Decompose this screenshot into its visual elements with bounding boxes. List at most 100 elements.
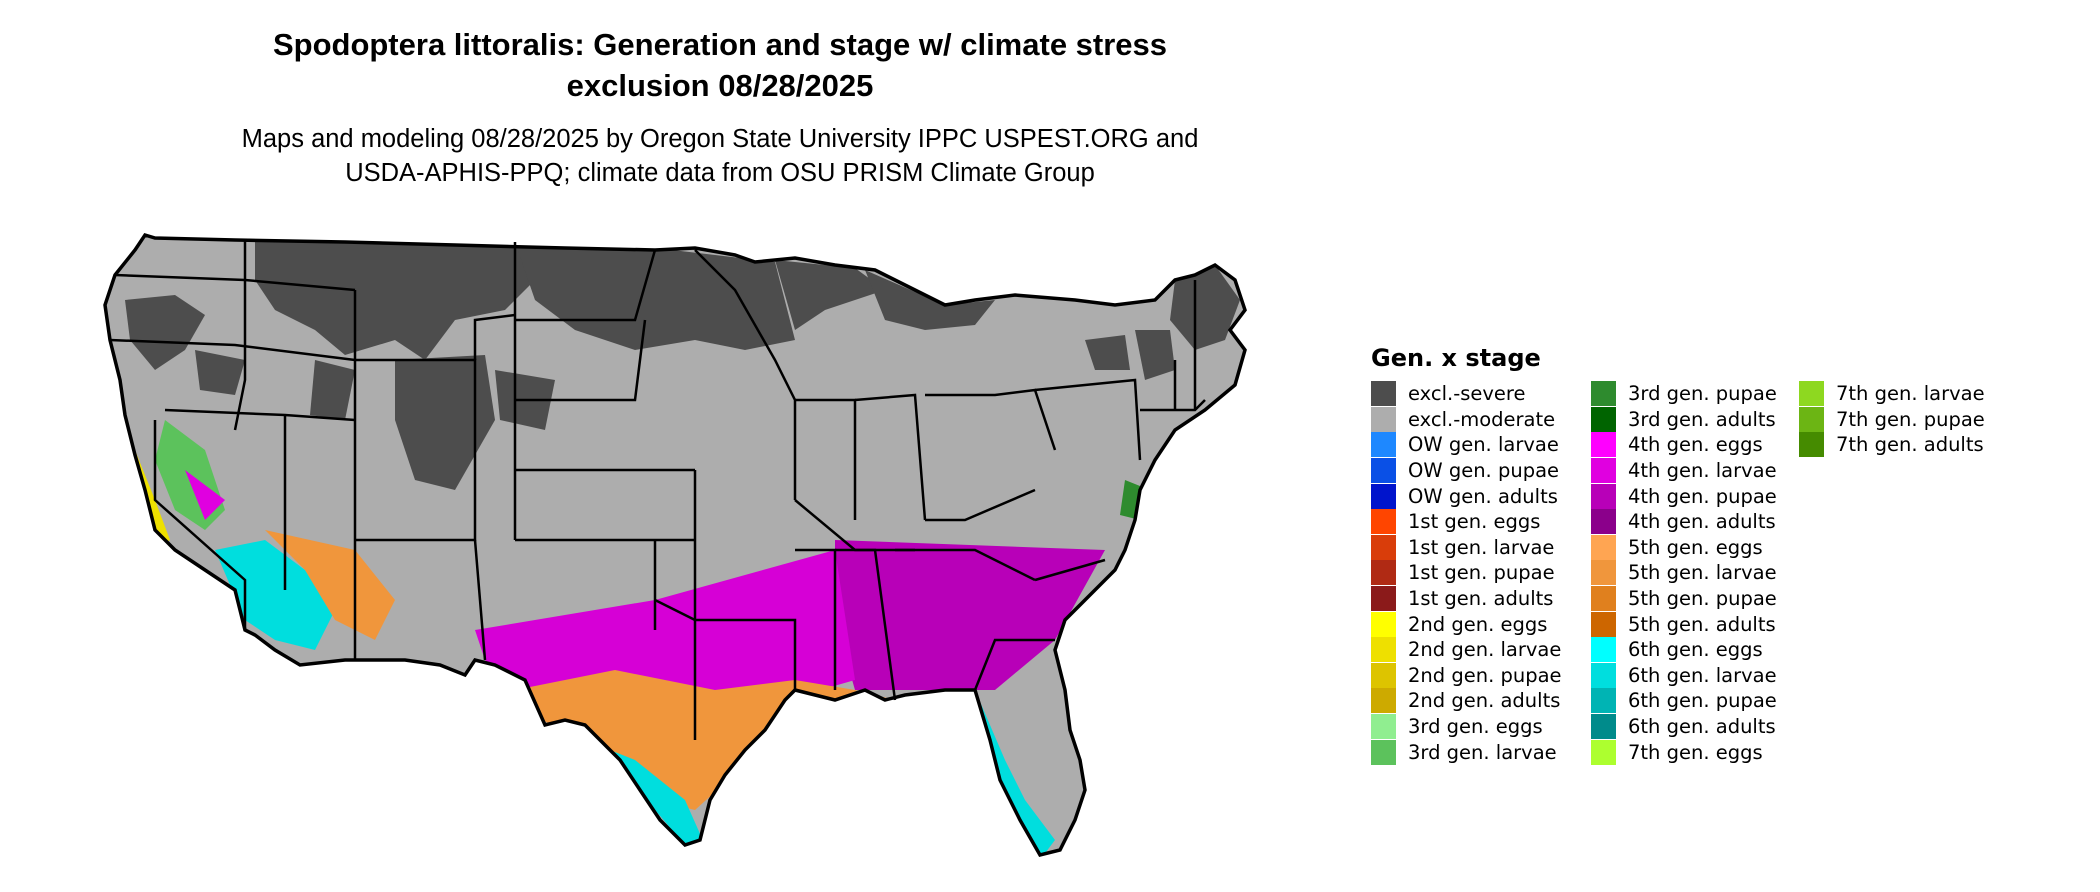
legend-label: 1st gen. adults — [1408, 587, 1554, 611]
legend-item: 5th gen. pupae — [1591, 586, 1777, 612]
legend-swatch — [1371, 509, 1396, 535]
legend-swatch — [1799, 406, 1824, 432]
title-line-1: Spodoptera littoralis: Generation and st… — [272, 27, 1168, 62]
legend-column: 7th gen. larvae 7th gen. pupae 7th gen. ad… — [1799, 381, 1985, 458]
subtitle-line-1: Maps and modeling 08/28/2025 by Oregon S… — [241, 125, 1199, 153]
legend-item: OW gen. larvae — [1371, 432, 1562, 458]
legend-swatch — [1591, 560, 1616, 586]
legend-swatch — [1371, 739, 1396, 765]
legend-swatch — [1591, 662, 1616, 688]
legend-item: 2nd gen. pupae — [1371, 662, 1562, 689]
legend-label: 6th gen. pupae — [1628, 689, 1777, 713]
legend-item: 6th gen. larvae — [1591, 662, 1777, 689]
legend-swatch — [1591, 381, 1616, 407]
legend-swatch — [1591, 637, 1616, 663]
state-borders — [109, 240, 1206, 740]
legend-label: 7th gen. larvae — [1836, 382, 1985, 406]
legend-swatch — [1591, 432, 1616, 458]
legend-label: 7th gen. adults — [1836, 433, 1984, 457]
legend-swatch — [1591, 611, 1616, 637]
legend-label: 7th gen. pupae — [1836, 407, 1985, 431]
legend-item: 6th gen. pupae — [1591, 688, 1777, 714]
legend-label: 1st gen. pupae — [1408, 561, 1555, 585]
legend-label: 5th gen. eggs — [1628, 535, 1763, 559]
legend-swatch — [1591, 688, 1616, 714]
legend-label: 6th gen. adults — [1628, 715, 1776, 739]
legend-swatch — [1371, 688, 1396, 714]
legend-label: 6th gen. eggs — [1628, 638, 1763, 662]
legend-label: OW gen. pupae — [1408, 459, 1560, 483]
legend-item: 2nd gen. adults — [1371, 688, 1562, 714]
subtitle-line-2: USDA-APHIS-PPQ; climate data from OSU PR… — [345, 159, 1095, 187]
legend-label: 3rd gen. pupae — [1628, 382, 1777, 406]
legend-item: excl.-severe — [1371, 381, 1562, 407]
legend-item: 4th gen. adults — [1591, 509, 1777, 535]
legend-label: OW gen. larvae — [1408, 433, 1559, 457]
legend-item: 7th gen. adults — [1799, 432, 1985, 458]
title-line-2: exclusion 08/28/2025 — [566, 68, 874, 103]
legend-item: 4th gen. eggs — [1591, 432, 1777, 458]
legend-swatch — [1371, 534, 1396, 560]
legend-swatch — [1591, 406, 1616, 432]
legend-label: 1st gen. larvae — [1408, 535, 1555, 559]
legend-swatch — [1371, 637, 1396, 663]
legend-swatch — [1371, 406, 1396, 432]
legend-column: 3rd gen. pupae 3rd gen. adults 4th gen. eg… — [1591, 381, 1777, 765]
legend-item: 5th gen. eggs — [1591, 534, 1777, 561]
us-generation-map — [103, 233, 1247, 857]
legend-swatch — [1799, 432, 1824, 458]
legend-swatch — [1371, 381, 1396, 407]
legend-label: 2nd gen. eggs — [1408, 612, 1548, 636]
legend-label: excl.-severe — [1408, 382, 1526, 406]
map-title: Spodoptera littoralis: Generation and st… — [150, 24, 1290, 106]
legend-item: 7th gen. pupae — [1799, 406, 1985, 433]
legend-item: 5th gen. adults — [1591, 611, 1777, 637]
legend-column: excl.-severe excl.-moderate OW gen. larvae… — [1371, 381, 1562, 765]
legend-label: 2nd gen. pupae — [1408, 663, 1562, 687]
legend-swatch — [1371, 483, 1396, 509]
legend-swatch — [1591, 586, 1616, 612]
legend-label: 3rd gen. eggs — [1408, 715, 1543, 739]
legend-label: 2nd gen. adults — [1408, 689, 1561, 713]
legend-label: 5th gen. adults — [1628, 612, 1776, 636]
legend-swatch — [1591, 714, 1616, 740]
legend-item: 3rd gen. larvae — [1371, 739, 1562, 765]
legend-label: 4th gen. larvae — [1628, 459, 1777, 483]
legend-swatch — [1591, 509, 1616, 535]
severe-exclusion-regions — [125, 240, 1240, 490]
legend-label: 4th gen. eggs — [1628, 433, 1763, 457]
legend-label: 3rd gen. larvae — [1408, 740, 1557, 764]
legend-swatch — [1371, 586, 1396, 612]
legend-swatch — [1371, 458, 1396, 484]
legend-label: 7th gen. eggs — [1628, 740, 1763, 764]
legend-item: 1st gen. pupae — [1371, 560, 1562, 586]
legend-item: 2nd gen. eggs — [1371, 611, 1562, 637]
legend-item: 7th gen. larvae — [1799, 381, 1985, 407]
legend-swatch — [1371, 662, 1396, 688]
legend-swatch — [1371, 432, 1396, 458]
legend-label: 3rd gen. adults — [1628, 407, 1776, 431]
legend-swatch — [1371, 611, 1396, 637]
legend-item: 1st gen. eggs — [1371, 509, 1562, 535]
legend-label: 1st gen. eggs — [1408, 510, 1541, 534]
legend-label: 4th gen. pupae — [1628, 484, 1777, 508]
legend-label: 4th gen. adults — [1628, 510, 1776, 534]
legend-item: 2nd gen. larvae — [1371, 637, 1562, 663]
legend-item: excl.-moderate — [1371, 406, 1562, 433]
legend-item: 1st gen. larvae — [1371, 534, 1562, 561]
legend-label: excl.-moderate — [1408, 407, 1556, 431]
legend-item: OW gen. adults — [1371, 483, 1562, 509]
legend-item: 1st gen. adults — [1371, 586, 1562, 612]
legend-label: OW gen. adults — [1408, 484, 1558, 508]
legend-item: 6th gen. adults — [1591, 714, 1777, 740]
legend-swatch — [1591, 534, 1616, 560]
map-subtitle: Maps and modeling 08/28/2025 by Oregon S… — [150, 122, 1290, 190]
legend-item: 4th gen. larvae — [1591, 458, 1777, 484]
legend-swatch — [1591, 739, 1616, 765]
legend-swatch — [1799, 381, 1824, 407]
legend-label: 2nd gen. larvae — [1408, 638, 1562, 662]
legend-item: 3rd gen. eggs — [1371, 714, 1562, 740]
legend-item: 7th gen. eggs — [1591, 739, 1777, 765]
legend-label: 6th gen. larvae — [1628, 663, 1777, 687]
legend-title: Gen. x stage — [1371, 344, 1541, 372]
